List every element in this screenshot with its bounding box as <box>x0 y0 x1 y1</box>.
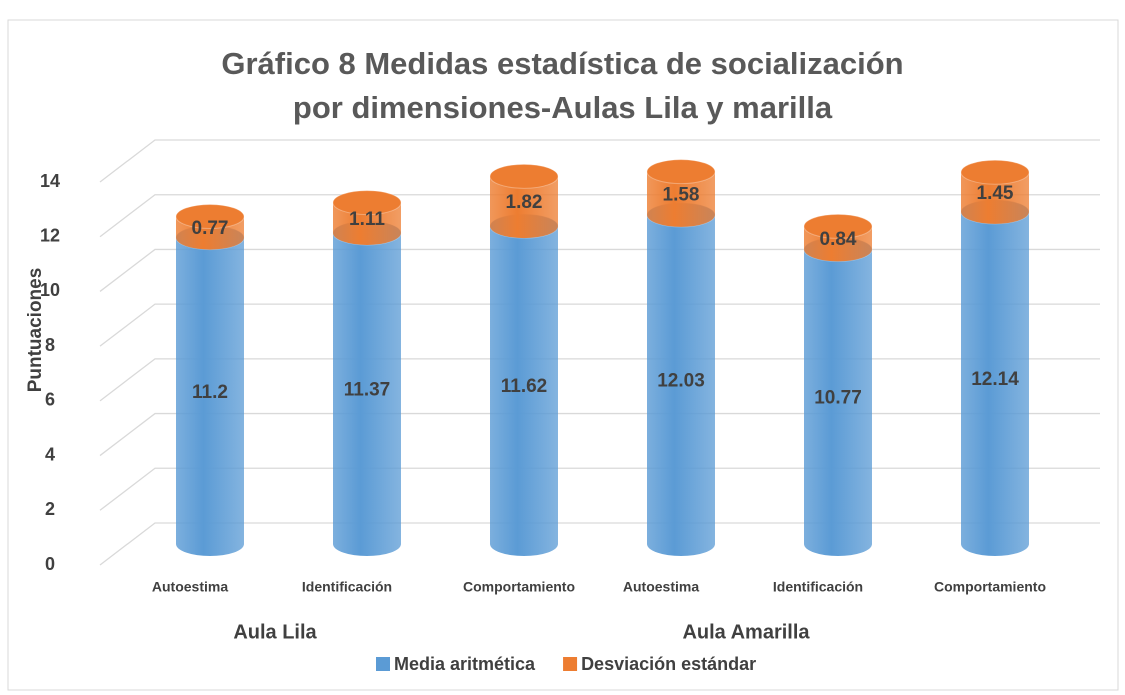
data-label: 1.45 <box>977 183 1014 204</box>
data-label: 11.62 <box>501 376 548 397</box>
bar <box>647 214 715 557</box>
bar <box>804 249 872 556</box>
chart-title: Gráfico 8 Medidas estadística de sociali… <box>221 46 904 125</box>
grid-line <box>99 522 1100 566</box>
legend-swatch <box>376 657 390 671</box>
data-label: 0.84 <box>820 229 857 250</box>
y-tick-label: 8 <box>45 335 55 355</box>
data-label: 1.11 <box>349 209 385 230</box>
x-tick-label: Identificación <box>302 579 392 595</box>
data-label: 11.37 <box>344 379 391 400</box>
data-label: 12.03 <box>657 370 705 391</box>
bar <box>647 171 715 227</box>
bar <box>490 176 558 239</box>
bar <box>961 172 1029 224</box>
data-label: 1.58 <box>663 184 700 205</box>
chart-border <box>7 19 1119 691</box>
x-tick-label: Comportamiento <box>463 579 575 595</box>
bar-top <box>489 163 559 189</box>
legend-swatch <box>563 657 578 671</box>
grid-line <box>99 139 1100 183</box>
y-tick-label: 2 <box>45 499 55 519</box>
y-tick-label: 10 <box>40 280 60 300</box>
bar-top <box>646 159 716 185</box>
bar <box>176 237 244 556</box>
bar-top <box>803 213 873 239</box>
grid-line <box>99 358 1100 402</box>
bar <box>490 226 558 556</box>
grid-line <box>99 248 1100 292</box>
x-tick-label: Comportamiento <box>934 579 1046 595</box>
legend-label: Media aritmética <box>394 654 536 674</box>
grid-line <box>99 467 1100 511</box>
legend-label: Desviación estándar <box>581 654 756 674</box>
bar <box>333 232 401 556</box>
bar-top <box>960 159 1030 185</box>
y-tick-label: 6 <box>45 390 55 410</box>
bar-top <box>332 190 402 216</box>
data-label: 10.77 <box>814 388 862 409</box>
group-label: Aula Amarilla <box>682 621 810 643</box>
y-tick-label: 0 <box>45 554 55 574</box>
x-tick-label: Identificación <box>773 579 863 595</box>
grid-line <box>99 412 1100 457</box>
bar <box>333 202 401 245</box>
data-label: 11.2 <box>192 382 228 403</box>
data-label: 12.14 <box>971 369 1019 390</box>
y-axis-label: Puntuaciones <box>25 268 46 393</box>
grid-line <box>99 303 1100 347</box>
title-box: Gráfico 8 Medidas estadística de sociali… <box>0 42 1125 130</box>
x-tick-label: Autoestima <box>152 579 228 595</box>
x-tick-label: Autoestima <box>623 579 699 595</box>
y-tick-label: 12 <box>40 225 60 245</box>
group-label: Aula Lila <box>233 621 317 643</box>
y-tick-label: 4 <box>45 444 55 464</box>
y-tick-label: 14 <box>40 171 60 191</box>
data-label: 0.77 <box>192 218 229 239</box>
grid-line <box>99 194 1100 238</box>
data-label: 1.82 <box>506 192 543 213</box>
bar <box>961 211 1029 557</box>
bar-top <box>175 204 245 230</box>
